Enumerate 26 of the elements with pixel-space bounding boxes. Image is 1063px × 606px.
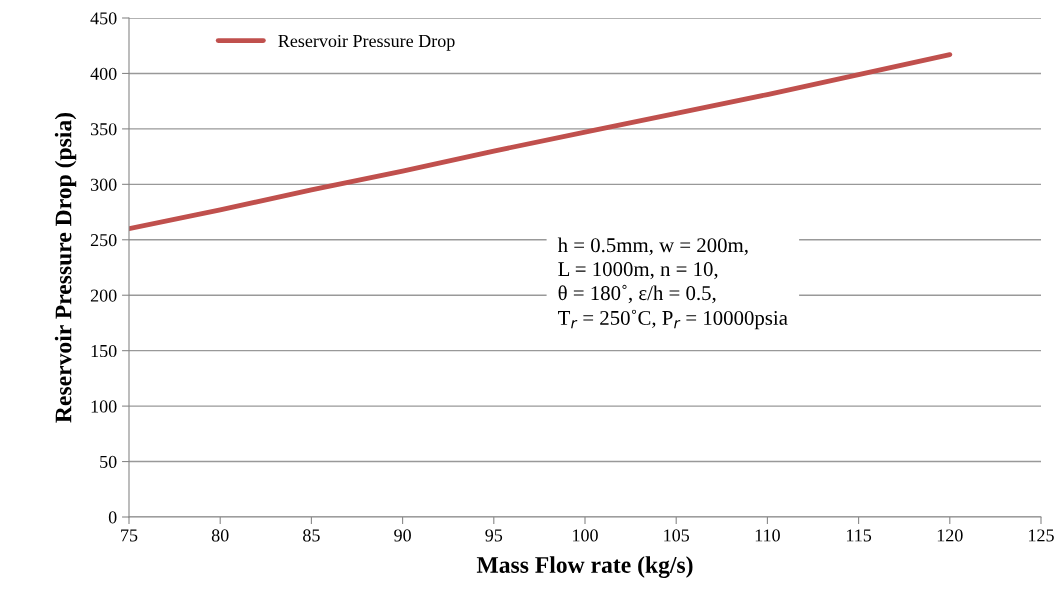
x-tick-label: 105 xyxy=(664,529,690,542)
x-tick-label: 95 xyxy=(485,529,503,542)
x-tick-label: 115 xyxy=(846,529,872,542)
y-tick-label: 350 xyxy=(90,123,117,136)
y-tick-label: 150 xyxy=(91,344,117,358)
legend-label: Reservoir Pressure Drop xyxy=(278,34,455,51)
x-axis-title: Mass Flow rate (kg/s) xyxy=(476,556,693,578)
y-tick-label: 400 xyxy=(90,67,117,80)
y-tick-label: 0 xyxy=(108,511,117,524)
y-tick-label: 300 xyxy=(90,178,117,191)
y-tick-label: 100 xyxy=(91,400,117,413)
y-axis-title: Reservoir Pressure Drop (psia) xyxy=(54,112,77,423)
x-tick-label: 80 xyxy=(211,529,229,542)
y-tick-label: 250 xyxy=(90,234,117,247)
x-tick-label: 125 xyxy=(1029,529,1054,542)
x-tick-label: 110 xyxy=(755,529,780,542)
x-tick-label: 85 xyxy=(303,529,320,542)
x-tick-label: 90 xyxy=(394,529,411,542)
y-tick-label: 50 xyxy=(100,455,117,468)
x-tick-label: 75 xyxy=(121,529,138,542)
annotation: h = 0.5mm, w = 200m, L = 1000m, n = 10, θ = 180˚, ε/h = 0.5, T$_{r}$ = 250˚C, P$_{r}$ = 10000psia xyxy=(557,237,788,330)
line-series xyxy=(129,52,953,232)
y-tick-label: 450 xyxy=(90,12,117,25)
x-tick-label: 100 xyxy=(573,529,598,542)
x-tick-label: 120 xyxy=(937,529,963,542)
y-tick-label: 200 xyxy=(90,289,117,302)
